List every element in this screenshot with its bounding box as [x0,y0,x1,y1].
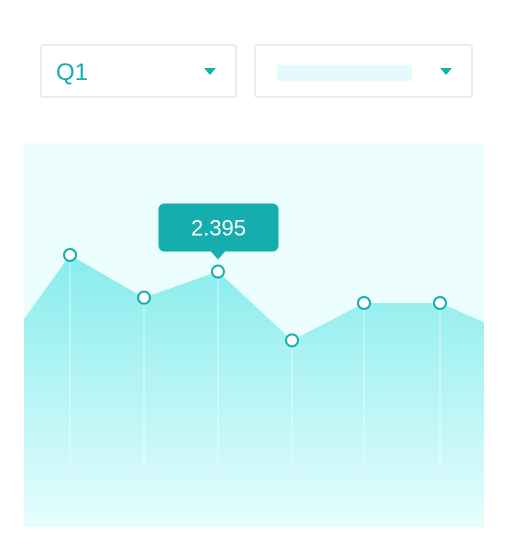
quarter-select-value: Q1 [56,59,89,86]
quarter-select[interactable]: Q1 [40,44,237,98]
data-point-marker[interactable] [357,296,371,310]
data-point-marker[interactable] [63,248,77,262]
secondary-select[interactable] [254,44,473,98]
data-point-marker[interactable] [137,290,151,305]
tooltip-box [158,203,279,252]
data-point-marker[interactable] [433,296,447,310]
tooltip-arrow [210,250,226,260]
tooltip-value: 2.395 [191,216,246,241]
data-point-marker[interactable] [211,264,225,279]
tooltip: 2.395 [158,203,279,260]
data-point-marker[interactable] [285,333,299,348]
chevron-down-icon [440,68,452,75]
secondary-select-value-placeholder [277,65,412,81]
area-series [24,255,484,527]
chevron-down-icon [204,68,216,75]
